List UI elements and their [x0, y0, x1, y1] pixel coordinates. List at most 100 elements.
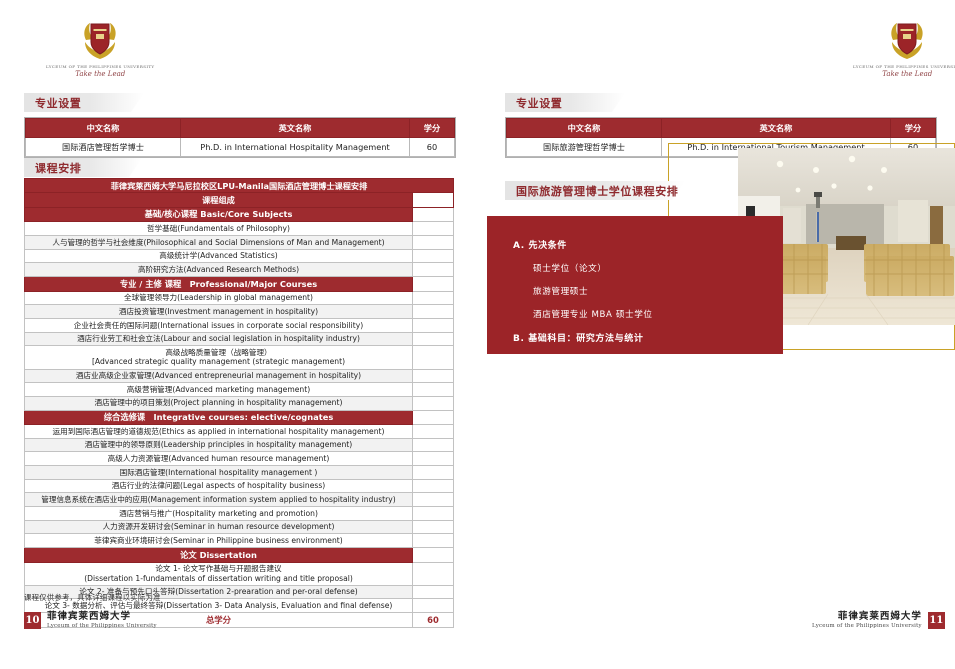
section-heading: 基础/核心课程 Basic/Core Subjects	[24, 206, 413, 223]
course-name: 运用到国际酒店管理的道德规范(Ethics as applied in inte…	[24, 424, 413, 439]
section-heading-row: 专业 / 主修 课程 Professional/Major Courses	[24, 276, 454, 292]
course-credits	[412, 248, 454, 264]
course-name: 酒店管理中的领导原则(Leadership principles in hosp…	[24, 437, 413, 453]
course-name: 企业社会责任的国际问题(International issues in corp…	[24, 318, 413, 333]
course-name: 哲学基础(Fundamentals of Philosophy)	[24, 221, 413, 237]
course-credits	[412, 506, 454, 521]
col-cn-name: 中文名称	[25, 118, 181, 138]
total-row: 总学分 60	[24, 612, 454, 628]
course-title-row: 菲律宾莱西姆大学马尼拉校区LPU-Manila国际酒店管理博士课程安排	[24, 177, 454, 194]
course-credits	[412, 304, 454, 319]
table-row: 酒店业高级企业家管理(Advanced entrepreneurial mana…	[24, 368, 454, 384]
course-note: 课程仅供参考，具体详细课程以实际为准	[24, 593, 161, 602]
col-en-name: 英文名称	[180, 118, 410, 138]
table-row: 高阶研究方法(Advanced Research Methods)	[24, 262, 454, 278]
banner-shape	[24, 93, 144, 112]
table-row: 酒店管理中的领导原则(Leadership principles in hosp…	[24, 437, 454, 453]
course-credits	[412, 533, 454, 549]
course-name: 高级人力资源管理(Advanced human resource managem…	[24, 451, 413, 467]
section-heading: 论文 Dissertation	[24, 547, 413, 563]
col-credits: 学分	[409, 118, 455, 138]
banner-major-left: 专业设置	[24, 93, 144, 112]
table-row: 国际酒店管理(International hospitality managem…	[24, 465, 454, 480]
table-row: 高级战略质量管理（战略管理） [Advanced strategic qualit…	[24, 345, 454, 370]
section-heading: 综合选修课 Integrative courses: elective/cogn…	[24, 409, 413, 426]
banner-shape	[505, 93, 625, 112]
course-name: 论文 2- 准备与预先口头答辩(Dissertation 2-prearatio…	[24, 584, 413, 600]
right-page: LYCEUM OF THE PHILIPPINES UNIVERSITY Tak…	[478, 0, 955, 657]
course-credits	[412, 382, 454, 397]
course-name: 酒店行业劳工和社会立法(Labour and social legislatio…	[24, 331, 413, 347]
course-credits	[412, 478, 454, 494]
crest-icon	[76, 18, 124, 62]
course-name: 人力资源开发研讨会(Seminar in human resource deve…	[24, 519, 413, 535]
course-colhead-row: 课程组成 学分	[24, 192, 454, 208]
table-row: 酒店行业的法律问题(Legal aspects of hospitality b…	[24, 478, 454, 494]
course-credits	[412, 451, 454, 467]
course-name: 全球管理领导力(Leadership in global management)	[24, 290, 413, 306]
course-credits	[412, 584, 454, 600]
prerequisite-item: B. 基础科目：研究方法与统计	[513, 334, 644, 344]
course-name: 高级营销管理(Advanced marketing management)	[24, 382, 413, 397]
table-row: 酒店行业劳工和社会立法(Labour and social legislatio…	[24, 331, 454, 347]
course-credits	[412, 492, 454, 508]
table-row: 人力资源开发研讨会(Seminar in human resource deve…	[24, 519, 454, 535]
table-row: 人与管理的哲学与社会维度(Philosophical and Social Di…	[24, 235, 454, 250]
course-credits	[412, 221, 454, 237]
prerequisite-item: A. 先决条件	[513, 241, 567, 251]
university-logo-right: LYCEUM OF THE PHILIPPINES UNIVERSITY Tak…	[853, 18, 955, 78]
course-name: 论文 3- 数据分析、评估与最终答辩(Dissertation 3- Data …	[24, 598, 413, 614]
course-credits	[412, 235, 454, 250]
course-name: 酒店管理中的项目策划(Project planning in hospitali…	[24, 395, 413, 411]
course-name: 高阶研究方法(Advanced Research Methods)	[24, 262, 413, 278]
cell-cn-name: 国际酒店管理哲学博士	[25, 137, 181, 157]
table-row: 全球管理领导力(Leadership in global management)	[24, 290, 454, 306]
table-row: 酒店投资管理(Investment management in hospital…	[24, 304, 454, 319]
logo-caption: LYCEUM OF THE PHILIPPINES UNIVERSITY	[46, 64, 155, 69]
left-page: LYCEUM OF THE PHILIPPINES UNIVERSITY Tak…	[0, 0, 478, 657]
course-credits	[412, 465, 454, 480]
table-row: 运用到国际酒店管理的道德规范(Ethics as applied in inte…	[24, 424, 454, 439]
banner-shape	[24, 158, 142, 177]
table-row: 哲学基础(Fundamentals of Philosophy)	[24, 221, 454, 237]
course-credits	[412, 345, 454, 370]
course-credits	[412, 262, 454, 278]
table-header-row: 中文名称 英文名称 学分	[506, 118, 936, 138]
course-name: 高级统计学(Advanced Statistics)	[24, 248, 413, 264]
course-credits	[412, 395, 454, 411]
cell-cn-name: 国际旅游管理哲学博士	[506, 137, 662, 157]
course-name: 论文 1- 论文写作基础与开题报告建议 (Dissertation 1-funda…	[24, 561, 413, 586]
course-name: 菲律宾商业环境研讨会(Seminar in Philippine busines…	[24, 533, 413, 549]
table-row: 论文 3- 数据分析、评估与最终答辩(Dissertation 3- Data …	[24, 598, 454, 614]
table-row: 国际酒店管理哲学博士 Ph.D. in International Hospit…	[25, 137, 455, 157]
course-credits	[412, 368, 454, 384]
table-row: 高级营销管理(Advanced marketing management)	[24, 382, 454, 397]
col-credits: 学分	[890, 118, 936, 138]
logo-script: Take the Lead	[75, 70, 126, 78]
course-credits	[412, 561, 454, 586]
cell-credits: 60	[409, 137, 455, 157]
footer-name-en: Lyceum of the Philippines University	[47, 622, 157, 629]
section-credits	[412, 276, 454, 292]
course-title: 菲律宾莱西姆大学马尼拉校区LPU-Manila国际酒店管理博士课程安排	[24, 177, 454, 194]
section-heading: 专业 / 主修 课程 Professional/Major Courses	[24, 276, 413, 292]
col-structure: 课程组成	[24, 192, 413, 208]
course-name: 高级战略质量管理（战略管理） [Advanced strategic qualit…	[24, 345, 413, 370]
total-value: 60	[412, 612, 454, 628]
banner-program-right: 国际旅游管理博士学位课程安排	[505, 181, 685, 200]
section-credits	[412, 547, 454, 563]
university-logo-left: LYCEUM OF THE PHILIPPINES UNIVERSITY Tak…	[46, 18, 154, 78]
banner-label: 专业设置	[516, 96, 563, 110]
section-credits	[412, 206, 454, 223]
banner-label: 国际旅游管理博士学位课程安排	[516, 184, 679, 198]
section-credits	[412, 409, 454, 426]
prerequisites-panel: A. 先决条件 硕士学位（论文） 旅游管理硕士 酒店管理专业 MBA 硕士学位 B. 基…	[487, 216, 783, 368]
banner-label: 课程安排	[35, 161, 82, 175]
course-credits	[412, 598, 454, 614]
table-row: 酒店营销与推广(Hospitality marketing and promot…	[24, 506, 454, 521]
table-row: 高级统计学(Advanced Statistics)	[24, 248, 454, 264]
course-credits	[412, 424, 454, 439]
col-credits: 学分	[412, 192, 454, 208]
spec-table-left: 中文名称 英文名称 学分 国际酒店管理哲学博士 Ph.D. in Interna…	[24, 117, 456, 158]
banner-major-right: 专业设置	[505, 93, 625, 112]
